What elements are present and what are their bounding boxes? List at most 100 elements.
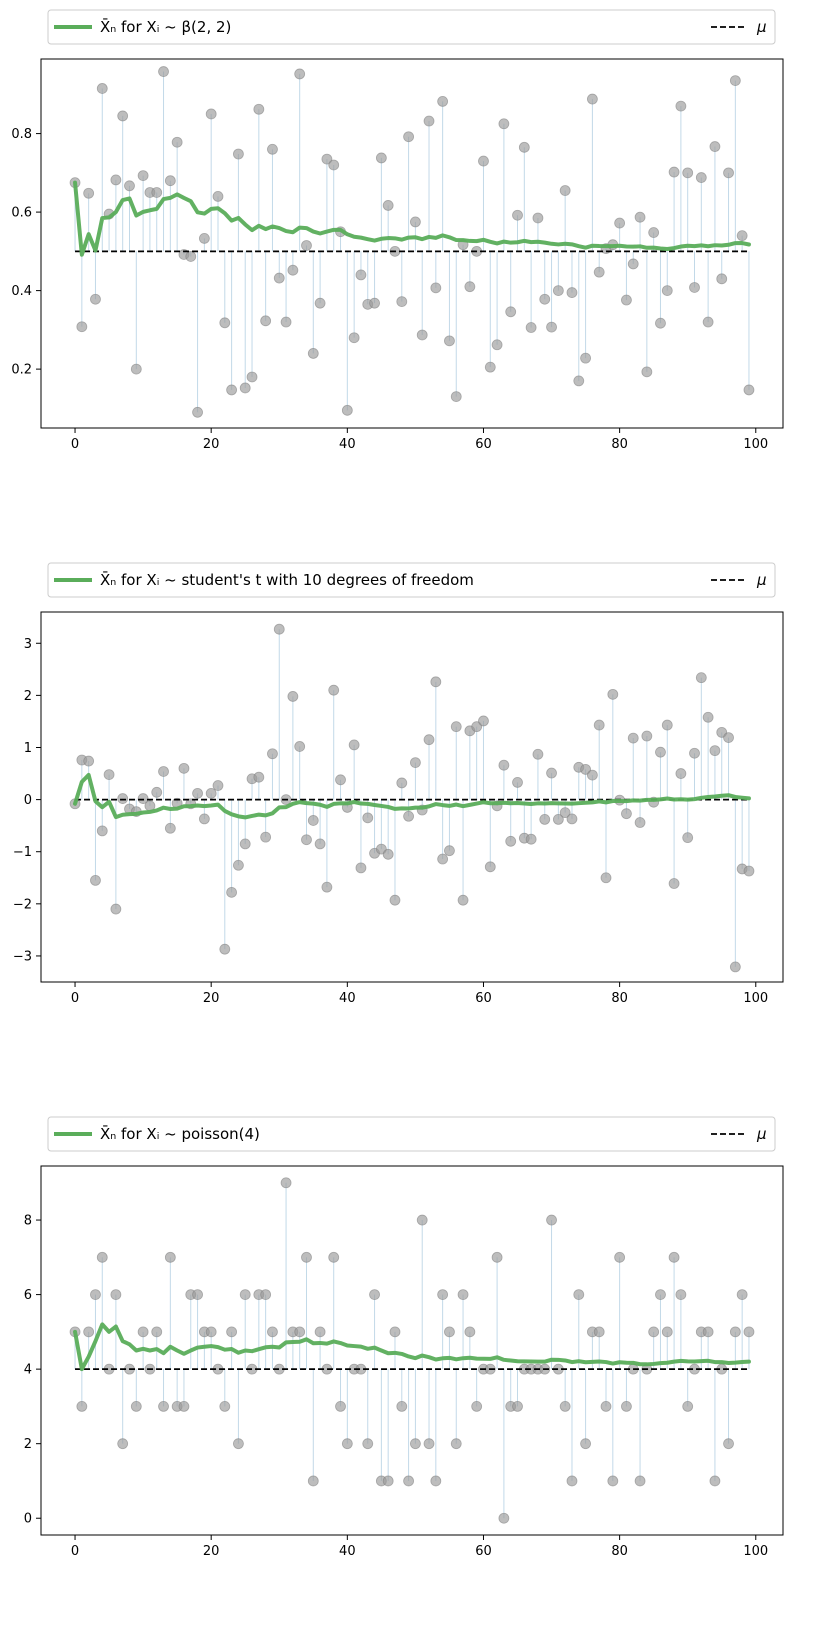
data-point [709,141,721,152]
data-point [423,1438,435,1450]
data-point [682,1401,694,1412]
x-tick-label: 0 [71,437,79,452]
x-tick-label: 60 [475,991,492,1006]
data-point [655,746,666,758]
data-point [117,110,129,122]
data-point [117,1438,129,1450]
data-point [158,766,169,777]
data-point [219,943,231,955]
y-tick-label: 0 [24,793,32,808]
running-mean-line [73,180,751,257]
data-point [307,1475,319,1487]
x-tick-label: 80 [611,437,628,452]
data-point [301,834,312,846]
data-point [689,747,700,759]
running-mean-line [73,772,751,820]
data-point [471,1401,483,1412]
data-point [695,672,707,684]
y-tick-label: 2 [24,1437,32,1452]
data-point [192,1289,203,1300]
axes-frame [40,611,784,983]
legend-frame [47,9,776,45]
data-point [382,200,394,211]
x-tick-label: 100 [743,1544,768,1559]
data-point [267,1326,278,1338]
data-point [444,1326,455,1338]
data-point [212,780,224,791]
data-point [362,1438,374,1450]
data-point [498,1512,510,1524]
data-point [552,814,564,825]
legend-frame [47,1116,776,1152]
data-point [614,217,626,229]
y-tick-label: 6 [24,1288,32,1303]
data-point [151,187,163,198]
data-point [716,273,728,285]
data-point [212,190,224,202]
x-tick-label: 80 [611,1544,628,1559]
legend-mu-label: μ [756,18,767,36]
data-point [464,281,476,293]
data-point [219,317,231,329]
data-point [539,814,551,825]
data-point [239,1289,251,1300]
data-point [246,371,258,383]
data-point [369,297,380,309]
x-tick-label: 40 [339,1544,356,1559]
data-point [226,1326,238,1338]
data-point [559,1401,571,1412]
data-point [634,1475,646,1487]
data-point [294,1326,306,1338]
data-point [328,159,340,171]
data-point [410,216,421,228]
data-point [566,1475,578,1487]
data-point [151,1326,163,1338]
points [69,66,755,418]
data-point [192,787,203,799]
data-point [410,1438,421,1450]
data-point [430,1475,442,1487]
data-point [110,1289,122,1300]
legend: X̄ₙ for Xᵢ ~ β(2, 2) μ [47,9,776,45]
data-point [341,1438,353,1450]
data-point [253,103,265,115]
x-axis: 0 20 40 60 80 100 [71,428,768,452]
data-point [185,251,197,262]
data-point [110,903,122,915]
x-tick-label: 20 [203,437,220,452]
data-point [273,272,285,284]
y-axis: 0 2 4 6 8 [24,1214,41,1527]
data-point [546,1214,557,1226]
axes-frame [40,58,784,429]
data-point [648,1326,660,1338]
data-point [505,306,517,318]
data-point [525,322,537,333]
data-point [709,1475,721,1487]
data-point [267,748,278,760]
x-tick-label: 40 [339,437,356,452]
data-point [621,294,632,306]
legend: X̄ₙ for Xᵢ ~ student's t with 10 degrees… [47,562,776,598]
data-point [171,136,183,148]
data-point [233,148,244,160]
data-point [396,777,408,789]
data-point [307,348,319,359]
data-point [287,264,299,276]
data-point [267,143,278,155]
data-point [83,755,95,767]
data-point [301,240,312,251]
data-point [164,175,176,187]
data-point [546,321,557,333]
data-point [151,786,163,798]
data-point [178,1401,190,1412]
data-point [627,732,639,744]
data-point [423,115,435,127]
legend-mu-label: μ [756,1125,767,1143]
data-point [723,167,734,179]
data-point [668,1251,680,1263]
subplot-1: X̄ₙ for Xᵢ ~ β(2, 2) μ0 20 40 60 80 1000.20.40… [11,9,784,452]
legend-mu-label: μ [756,571,767,589]
data-point [573,1289,585,1300]
data-point [314,1326,326,1338]
data-point [294,741,306,752]
